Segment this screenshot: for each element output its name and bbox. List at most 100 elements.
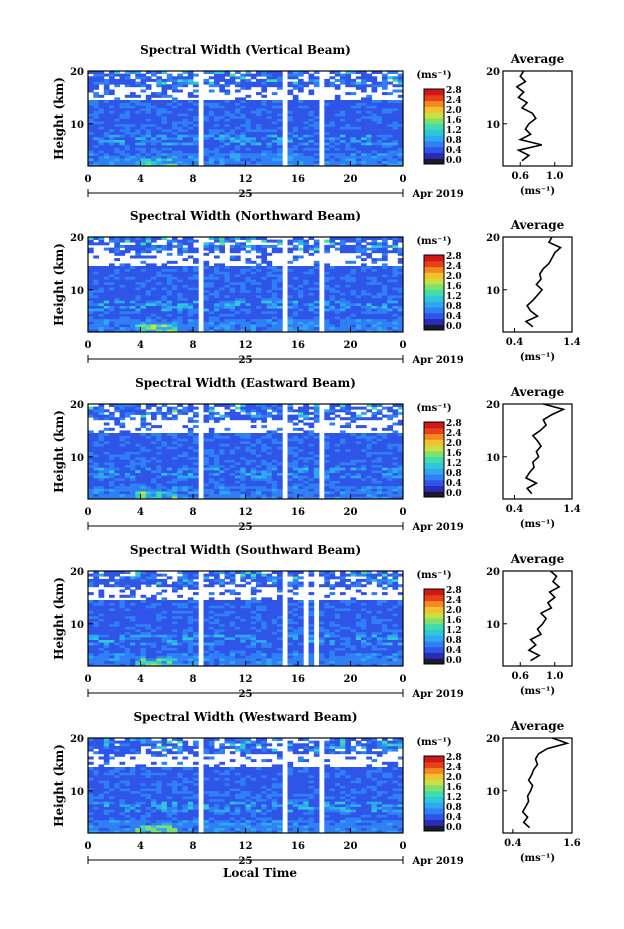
heatmap-cell xyxy=(387,303,393,306)
heatmap-cell xyxy=(229,107,236,111)
heatmap-cell xyxy=(271,163,278,167)
heatmap-cell xyxy=(250,324,257,328)
heatmap-cell xyxy=(161,139,168,143)
heatmap-cell xyxy=(376,454,383,458)
heatmap-cell xyxy=(130,92,136,96)
heatmap-cell xyxy=(88,105,94,109)
heatmap-cell xyxy=(88,266,94,269)
heatmap-cell xyxy=(109,134,115,138)
heatmap-cell xyxy=(203,491,210,495)
heatmap-cell xyxy=(240,287,246,291)
heatmap-cell xyxy=(250,155,257,159)
heatmap-cell xyxy=(151,443,157,447)
heatmap-cell xyxy=(119,139,126,143)
heatmap-cell xyxy=(172,305,178,309)
heatmap-cell xyxy=(93,107,99,111)
heatmap-cell xyxy=(235,89,241,93)
heatmap-cell xyxy=(203,131,210,135)
heatmap-cell xyxy=(224,477,231,481)
heatmap-cell xyxy=(298,326,304,330)
heatmap-cell xyxy=(103,295,110,299)
average-y-tick-label: 20 xyxy=(486,67,500,78)
heatmap-cell xyxy=(88,152,94,156)
heatmap-cell xyxy=(219,316,225,320)
heatmap-cells xyxy=(88,71,404,167)
heatmap-cell xyxy=(219,86,225,90)
heatmap-cell xyxy=(271,155,278,159)
heatmap-cell xyxy=(345,287,351,291)
heatmap-cell xyxy=(313,260,320,264)
heatmap-cell xyxy=(177,475,183,479)
heatmap-cell xyxy=(114,131,120,135)
heatmap-cell xyxy=(250,284,257,288)
heatmap-cell xyxy=(392,150,399,154)
heatmap-cell xyxy=(240,295,246,299)
heatmap-cell xyxy=(334,276,341,280)
heatmap-cell xyxy=(376,480,383,484)
heatmap-cell xyxy=(208,271,215,275)
heatmap-cell xyxy=(361,276,367,280)
heatmap-cell xyxy=(114,310,120,314)
heatmap-cell xyxy=(203,475,210,479)
heatmap-cell xyxy=(214,84,220,88)
heatmap-cell xyxy=(166,454,173,458)
heatmap-cell xyxy=(130,247,136,251)
heatmap-cell xyxy=(103,268,110,272)
heatmap-cell xyxy=(224,273,231,277)
heatmap-cell xyxy=(187,94,194,98)
heatmap-cell xyxy=(177,131,183,135)
heatmap-cell xyxy=(156,281,162,285)
heatmap-cell xyxy=(371,496,378,500)
heatmap-cell xyxy=(203,163,210,167)
heatmap-cell xyxy=(114,454,120,458)
heatmap-cell xyxy=(103,86,110,90)
heatmap-cell xyxy=(124,239,131,243)
heatmap-cell xyxy=(130,300,136,304)
heatmap-cell xyxy=(271,266,278,269)
heatmap-cell xyxy=(203,142,210,146)
heatmap-cell xyxy=(93,115,99,119)
heatmap-cell xyxy=(182,258,189,262)
heatmap-cell xyxy=(203,287,210,291)
heatmap-cell xyxy=(103,462,110,466)
heatmap-cell xyxy=(214,150,220,154)
heatmap-cell xyxy=(329,464,336,468)
heatmap-cell xyxy=(334,279,341,283)
heatmap-cell xyxy=(387,76,393,80)
heatmap-cell xyxy=(313,310,320,314)
heatmap-cell xyxy=(224,321,231,325)
heatmap-cell xyxy=(161,459,168,463)
heatmap-cell xyxy=(88,464,94,468)
heatmap-cell xyxy=(187,92,194,96)
heatmap-cell xyxy=(382,491,388,495)
heatmap-cell xyxy=(240,107,246,111)
heatmap-cell xyxy=(397,475,404,479)
heatmap-cell xyxy=(140,152,147,156)
heatmap-cell xyxy=(256,137,262,140)
heatmap-cell xyxy=(145,139,152,143)
heatmap-cell xyxy=(240,316,246,320)
heatmap-cell xyxy=(324,137,330,140)
heatmap-cell xyxy=(334,326,341,330)
heatmap-cell xyxy=(392,284,399,288)
heatmap-cell xyxy=(219,129,225,133)
heatmap-cell xyxy=(366,329,372,333)
heatmap-cell xyxy=(229,276,236,280)
heatmap-cell xyxy=(308,456,315,460)
heatmap-cell xyxy=(124,467,131,471)
heatmap-cell xyxy=(334,78,341,82)
heatmap-cell xyxy=(245,292,252,296)
heatmap-cell xyxy=(361,316,367,320)
heatmap-cell xyxy=(145,316,152,320)
heatmap-cell xyxy=(376,150,383,154)
heatmap-cell xyxy=(229,105,236,109)
heatmap-cell xyxy=(135,284,141,288)
heatmap-cell xyxy=(172,488,178,492)
heatmap-cell xyxy=(266,462,273,466)
heatmap-cell xyxy=(88,305,94,309)
heatmap-cell xyxy=(140,239,147,243)
heatmap-cell xyxy=(156,448,162,452)
heatmap-cell xyxy=(397,316,404,320)
heatmap-cell xyxy=(371,448,378,452)
colorbar-swatch xyxy=(424,152,444,159)
